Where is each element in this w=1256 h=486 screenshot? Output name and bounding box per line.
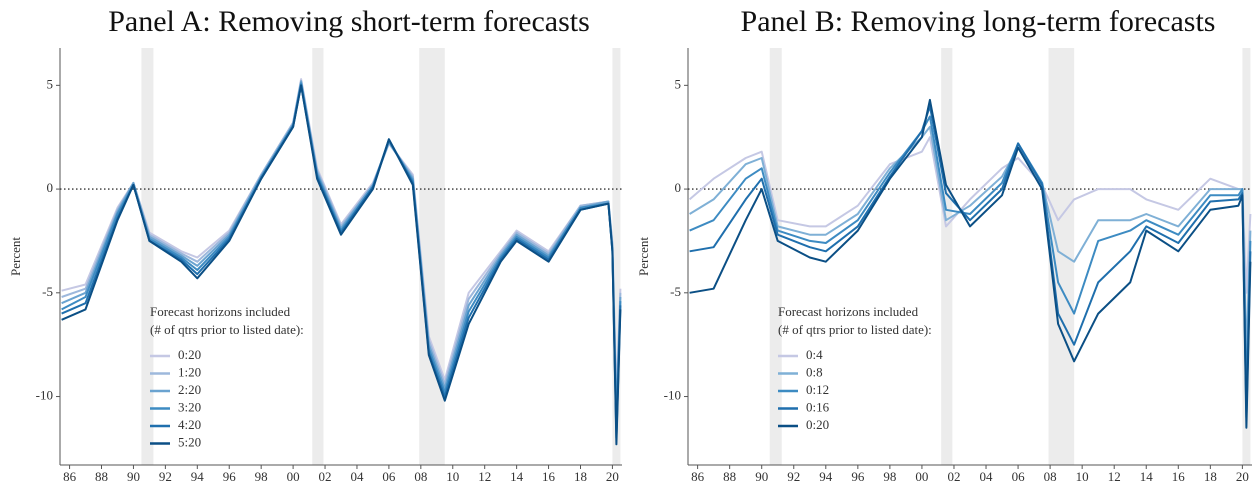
legend-title: (# of qtrs prior to listed date): xyxy=(778,322,932,337)
y-tick-label: 5 xyxy=(675,76,682,91)
x-tick-label: 18 xyxy=(1204,469,1217,484)
x-tick-label: 94 xyxy=(191,469,205,484)
panel: Panel A: Removing short-term forecasts 5 0… xyxy=(8,5,622,484)
y-tick-label: 0 xyxy=(47,180,54,195)
x-tick-label: 18 xyxy=(574,469,587,484)
x-tick-label: 96 xyxy=(851,469,865,484)
legend-title: Forecast horizons included xyxy=(150,304,291,319)
legend-label: 0:8 xyxy=(806,364,823,379)
series-line xyxy=(689,115,1252,398)
recession-shade xyxy=(612,48,621,465)
x-tick-label: 90 xyxy=(755,469,768,484)
legend-label: 0:4 xyxy=(806,347,823,362)
x-tick-label: 06 xyxy=(1012,469,1026,484)
x-tick-label: 94 xyxy=(819,469,833,484)
legend-label: 3:20 xyxy=(178,399,201,414)
x-tick-label: 98 xyxy=(255,469,268,484)
x-tick-label: 98 xyxy=(883,469,896,484)
series-line xyxy=(688,136,1252,294)
legend-label: 0:20 xyxy=(178,347,201,362)
x-tick-label: 86 xyxy=(63,469,77,484)
x-tick-label: 10 xyxy=(1076,469,1089,484)
y-tick-label: 5 xyxy=(47,76,54,91)
x-tick-label: 14 xyxy=(1140,469,1154,484)
legend-label: 5:20 xyxy=(178,434,201,449)
x-tick-label: 20 xyxy=(606,469,619,484)
x-tick-label: 02 xyxy=(319,469,332,484)
recession-shade xyxy=(1242,48,1251,465)
recession-shade xyxy=(1048,48,1075,465)
x-tick-label: 10 xyxy=(446,469,459,484)
legend-label: 0:20 xyxy=(806,417,829,432)
recession-shade xyxy=(312,48,324,465)
x-tick-label: 02 xyxy=(947,469,960,484)
x-tick-label: 12 xyxy=(478,469,491,484)
y-axis-label: Percent xyxy=(636,237,651,276)
x-tick-label: 86 xyxy=(691,469,705,484)
legend-label: 2:20 xyxy=(178,382,201,397)
legend-label: 0:12 xyxy=(806,382,829,397)
panel: Panel B: Removing long-term forecasts 5 0 -… xyxy=(636,5,1252,484)
y-tick-label: 0 xyxy=(675,180,682,195)
x-tick-label: 00 xyxy=(915,469,928,484)
y-tick-label: -10 xyxy=(36,388,53,403)
panel-title: Panel B: Removing long-term forecasts xyxy=(741,5,1216,38)
panel-title: Panel A: Removing short-term forecasts xyxy=(108,5,590,38)
x-tick-label: 92 xyxy=(787,469,800,484)
series-line xyxy=(61,84,622,446)
series-line xyxy=(689,125,1252,356)
x-tick-label: 08 xyxy=(414,469,427,484)
x-tick-label: 00 xyxy=(287,469,300,484)
y-tick-label: -5 xyxy=(670,284,681,299)
y-tick-label: -10 xyxy=(664,388,681,403)
x-tick-label: 08 xyxy=(1044,469,1057,484)
legend-title: Forecast horizons included xyxy=(778,304,919,319)
x-tick-label: 88 xyxy=(95,469,108,484)
x-tick-label: 20 xyxy=(1236,469,1249,484)
recession-shade xyxy=(941,48,953,465)
x-tick-label: 06 xyxy=(382,469,396,484)
y-tick-label: -5 xyxy=(42,284,53,299)
x-tick-label: 14 xyxy=(510,469,524,484)
x-tick-label: 16 xyxy=(542,469,556,484)
y-axis-label: Percent xyxy=(8,237,23,276)
legend-title: (# of qtrs prior to listed date): xyxy=(150,322,304,337)
legend-label: 1:20 xyxy=(178,364,201,379)
legend-label: 0:16 xyxy=(806,399,830,414)
x-tick-label: 04 xyxy=(350,469,364,484)
x-tick-label: 12 xyxy=(1108,469,1121,484)
series-line xyxy=(689,105,1252,419)
x-tick-label: 90 xyxy=(127,469,140,484)
x-tick-label: 16 xyxy=(1172,469,1186,484)
recession-shade xyxy=(419,48,445,465)
series-line xyxy=(689,98,1252,429)
x-tick-label: 92 xyxy=(159,469,172,484)
x-tick-label: 04 xyxy=(980,469,994,484)
x-tick-label: 88 xyxy=(723,469,736,484)
recession-shade xyxy=(769,48,782,465)
recession-shade xyxy=(141,48,154,465)
legend-label: 4:20 xyxy=(178,417,201,432)
x-tick-label: 96 xyxy=(223,469,237,484)
